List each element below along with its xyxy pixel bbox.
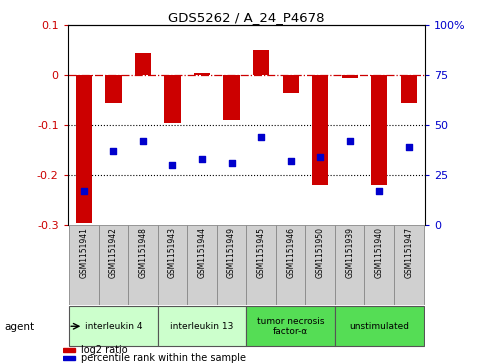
Bar bbox=[312, 75, 328, 185]
Bar bbox=[128, 225, 158, 305]
Bar bbox=[246, 225, 276, 305]
Text: GSM1151950: GSM1151950 bbox=[316, 228, 325, 278]
Text: GSM1151945: GSM1151945 bbox=[256, 228, 266, 278]
Title: GDS5262 / A_24_P4678: GDS5262 / A_24_P4678 bbox=[168, 11, 325, 24]
Bar bbox=[401, 75, 417, 103]
Bar bbox=[158, 225, 187, 305]
Bar bbox=[76, 75, 92, 223]
Point bbox=[198, 156, 206, 162]
Bar bbox=[63, 348, 74, 352]
Text: interleukin 4: interleukin 4 bbox=[85, 322, 142, 331]
Text: percentile rank within the sample: percentile rank within the sample bbox=[81, 353, 246, 363]
Bar bbox=[63, 356, 74, 360]
Text: log2 ratio: log2 ratio bbox=[81, 345, 128, 355]
Text: GSM1151943: GSM1151943 bbox=[168, 228, 177, 278]
Bar bbox=[69, 306, 158, 346]
Bar bbox=[187, 225, 217, 305]
Bar bbox=[253, 50, 269, 75]
Text: GSM1151939: GSM1151939 bbox=[345, 228, 354, 278]
Text: GSM1151942: GSM1151942 bbox=[109, 228, 118, 278]
Text: GSM1151940: GSM1151940 bbox=[375, 228, 384, 278]
Bar bbox=[365, 225, 394, 305]
Text: GSM1151949: GSM1151949 bbox=[227, 228, 236, 278]
Point bbox=[316, 154, 324, 160]
Point bbox=[375, 188, 383, 194]
Text: GSM1151948: GSM1151948 bbox=[139, 228, 147, 278]
Bar bbox=[283, 75, 299, 93]
Point bbox=[257, 134, 265, 140]
Point bbox=[110, 148, 117, 154]
Point bbox=[169, 162, 176, 168]
Point bbox=[287, 158, 295, 164]
Text: agent: agent bbox=[5, 322, 35, 332]
Point bbox=[346, 138, 354, 144]
Bar bbox=[335, 306, 424, 346]
Bar bbox=[105, 75, 122, 103]
Bar bbox=[394, 225, 424, 305]
Bar bbox=[99, 225, 128, 305]
Bar bbox=[69, 225, 99, 305]
Point bbox=[80, 188, 88, 194]
Bar bbox=[224, 75, 240, 120]
Bar bbox=[217, 225, 246, 305]
Text: GSM1151947: GSM1151947 bbox=[404, 228, 413, 278]
Bar bbox=[305, 225, 335, 305]
Text: GSM1151944: GSM1151944 bbox=[198, 228, 207, 278]
Text: GSM1151941: GSM1151941 bbox=[79, 228, 88, 278]
Point bbox=[405, 144, 412, 150]
Point bbox=[227, 160, 235, 166]
Bar bbox=[246, 306, 335, 346]
Bar bbox=[135, 53, 151, 75]
Bar bbox=[335, 225, 365, 305]
Text: tumor necrosis
factor-α: tumor necrosis factor-α bbox=[257, 317, 325, 336]
Bar bbox=[164, 75, 181, 123]
Bar bbox=[341, 75, 358, 78]
Text: interleukin 13: interleukin 13 bbox=[170, 322, 234, 331]
Text: GSM1151946: GSM1151946 bbox=[286, 228, 295, 278]
Text: unstimulated: unstimulated bbox=[349, 322, 409, 331]
Bar bbox=[276, 225, 305, 305]
Bar bbox=[371, 75, 387, 185]
Point bbox=[139, 138, 147, 144]
Bar bbox=[194, 73, 210, 75]
Bar bbox=[158, 306, 246, 346]
